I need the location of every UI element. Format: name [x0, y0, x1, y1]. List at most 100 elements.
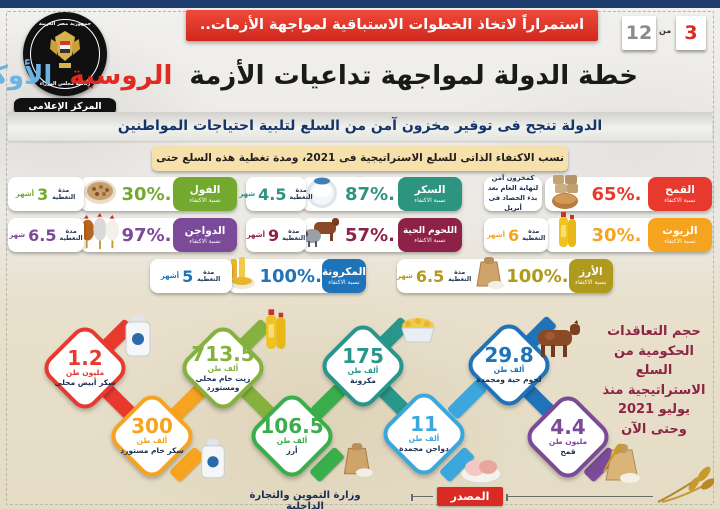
pasta-bowl-icon [398, 312, 438, 352]
label-poultry: الدواجن نسبة الاكتفاء [173, 218, 237, 252]
unit: ألف طن [276, 436, 308, 446]
value: 11 [410, 412, 438, 437]
sugar-sufficiency-label: نسبة الاكتفاء [414, 196, 446, 204]
page-title: خطة الدولة لمواجهة تداعيات الأزمة الروسي… [0, 54, 642, 98]
pasta-coverage-unit: أشهر [160, 272, 180, 280]
beans-coverage-value: 3 [37, 184, 49, 204]
wheat-sacks-icon [545, 174, 585, 211]
rice-percent: 100%. [506, 265, 569, 287]
beans-percent: 30%. [121, 183, 172, 205]
sugar-coverage-value: 4.5 [258, 184, 287, 204]
sugar-percent: 87%. [345, 183, 395, 205]
description: قمح [560, 447, 576, 457]
value: 713.5 [191, 341, 255, 366]
top-navy-bar [0, 0, 720, 8]
description: دواجن مجمدة [399, 444, 449, 454]
value: 1.2 [67, 346, 103, 371]
title-blue: الأوكرانية [0, 61, 53, 91]
card-rice: الأرز نسبة الاكتفاء 100%. مدة التغطية 6.… [397, 256, 613, 293]
rice-sack-icon [338, 440, 376, 484]
label-rice: الأرز نسبة الاكتفاء [568, 259, 613, 293]
card-pasta: المكرونة نسبة الاكتفاء 100%. [228, 256, 366, 293]
beans-coverage-label: مدة التغطية [52, 186, 76, 201]
sugar-coverage-label: مدة التغطية [289, 186, 313, 201]
poultry-percent: 97%. [121, 224, 172, 246]
unit: ألف طن [493, 365, 525, 375]
value: 29.8 [484, 343, 534, 368]
card-pasta-coverage: مدة التغطية 5 أشهر [150, 259, 232, 293]
live-meat-coverage-value: 9 [267, 225, 280, 245]
pasta-coverage-label: مدة التغطية [197, 268, 221, 283]
card-beans-coverage: مدة التغطية 3 أشهر [8, 177, 84, 211]
emblem-text-bottom: رئاسة مجلس الوزراء [39, 81, 91, 87]
description: زيت خام محلى ومستورد [195, 373, 251, 392]
value: 175 [342, 344, 384, 369]
wheat-percent: 65%. [591, 183, 642, 205]
unit: ألف طن [136, 436, 168, 446]
oils-percent: 30%. [591, 224, 642, 246]
label-sugar: السكر نسبة الاكتفاء [398, 177, 462, 211]
card-oils: الزيوت نسبة الاكتفاء 30%. [545, 211, 712, 253]
card-live-meat-coverage: مدة التغطية 9 أشهر [246, 218, 306, 252]
wheat-sack-icon [598, 436, 644, 490]
page-total: 12 [622, 16, 656, 50]
oils-name: الزيوت [662, 225, 698, 238]
label-pasta: المكرونة نسبة الاكتفاء [321, 259, 366, 293]
emblem-ring [30, 19, 100, 89]
card-poultry: الدواجن نسبة الاكتفاء 97%. [80, 212, 237, 252]
live-meat-coverage-label: مدة التغطية [282, 227, 306, 242]
beans-plate-icon [80, 179, 120, 210]
pasta-name: المكرونة [321, 266, 366, 279]
live-meat-percent: 57%. [345, 224, 395, 246]
pasta-coverage-value: 5 [182, 266, 194, 286]
description: مكرونة [350, 376, 376, 386]
hens-icon [80, 212, 120, 252]
label-live-meat: اللحوم الحية نسبة الاكتفاء [398, 218, 462, 252]
diamond-rice: 106.5 ألف طن أرز [245, 389, 339, 483]
card-sugar: السكر نسبة الاكتفاء 87%. [302, 177, 462, 211]
egypt-eagle-emblem: جمهورية مصر العربية رئاسة مجلس الوزراء [23, 12, 107, 96]
value: 106.5 [260, 414, 324, 439]
poultry-name: الدواجن [184, 225, 226, 238]
value: 4.4 [550, 415, 586, 440]
wheat-note: كمخزون آمن لنهاية العام بعد بدء الحصاد ف… [487, 174, 539, 212]
page-current: 3 [676, 16, 706, 50]
label-oils: الزيوت نسبة الاكتفاء [648, 218, 712, 252]
description: سكر خام مستورد [120, 446, 184, 456]
live-meat-name: اللحوم الحية [402, 226, 458, 237]
pasta-percent: 100%. [259, 265, 322, 287]
emblem-text-top: جمهورية مصر العربية [38, 21, 92, 27]
poultry-coverage-label: مدة التغطية [59, 227, 83, 242]
sugar-name: السكر [414, 184, 446, 197]
value: 300 [131, 414, 173, 439]
diamond-white-sugar: 1.2 مليون طن سكر أبيض محلى [38, 321, 132, 415]
oils-sufficiency-label: نسبة الاكتفاء [664, 237, 696, 245]
oils-coverage-label: مدة التغطية [522, 227, 546, 242]
title-red: الروسية [69, 61, 173, 91]
rice-coverage-label: مدة التغطية [448, 268, 472, 283]
poultry-sufficiency-label: نسبة الاكتفاء [189, 237, 221, 245]
label-beans: الفول نسبة الاكتفاء [173, 177, 237, 211]
diamond-wheat: 4.4 مليون طن قمح [521, 390, 615, 484]
card-oils-coverage: مدة التغطية 6 أشهر [484, 218, 548, 252]
wheat-sufficiency-label: نسبة الاكتفاء [664, 196, 696, 204]
contracts-heading: حجم التعاقدات الحكومية من السلع الاسترات… [602, 324, 706, 437]
card-beans: الفول نسبة الاكتفاء 30%. [80, 177, 237, 211]
diamond-frozen-poultry: 11 ألف طن دواجن مجمدة [377, 387, 471, 481]
rice-coverage-value: 6.5 [415, 266, 445, 286]
diamond-raw-sugar: 300 ألف طن سكر خام مستورد [105, 389, 199, 483]
pasta-sufficiency-label: نسبة الاكتفاء [328, 278, 360, 286]
description: سكر أبيض محلى [54, 378, 116, 388]
sugar-bowl-icon [302, 177, 342, 211]
footer-rule-left [411, 494, 433, 501]
rice-name: الأرز [579, 266, 603, 279]
unit: ألف طن [207, 363, 239, 373]
live-meat-sufficiency-label: نسبة الاكتفاء [414, 236, 446, 244]
eagle-icon [50, 31, 80, 68]
wheat-name: القمح [665, 184, 695, 197]
diamond-raw-oil: 713.5 ألف طن زيت خام محلى ومستورد [176, 321, 270, 415]
oil-bottles-icon [545, 211, 585, 253]
sugar-bag-icon [122, 314, 154, 362]
unit: مليون طن [65, 368, 105, 378]
